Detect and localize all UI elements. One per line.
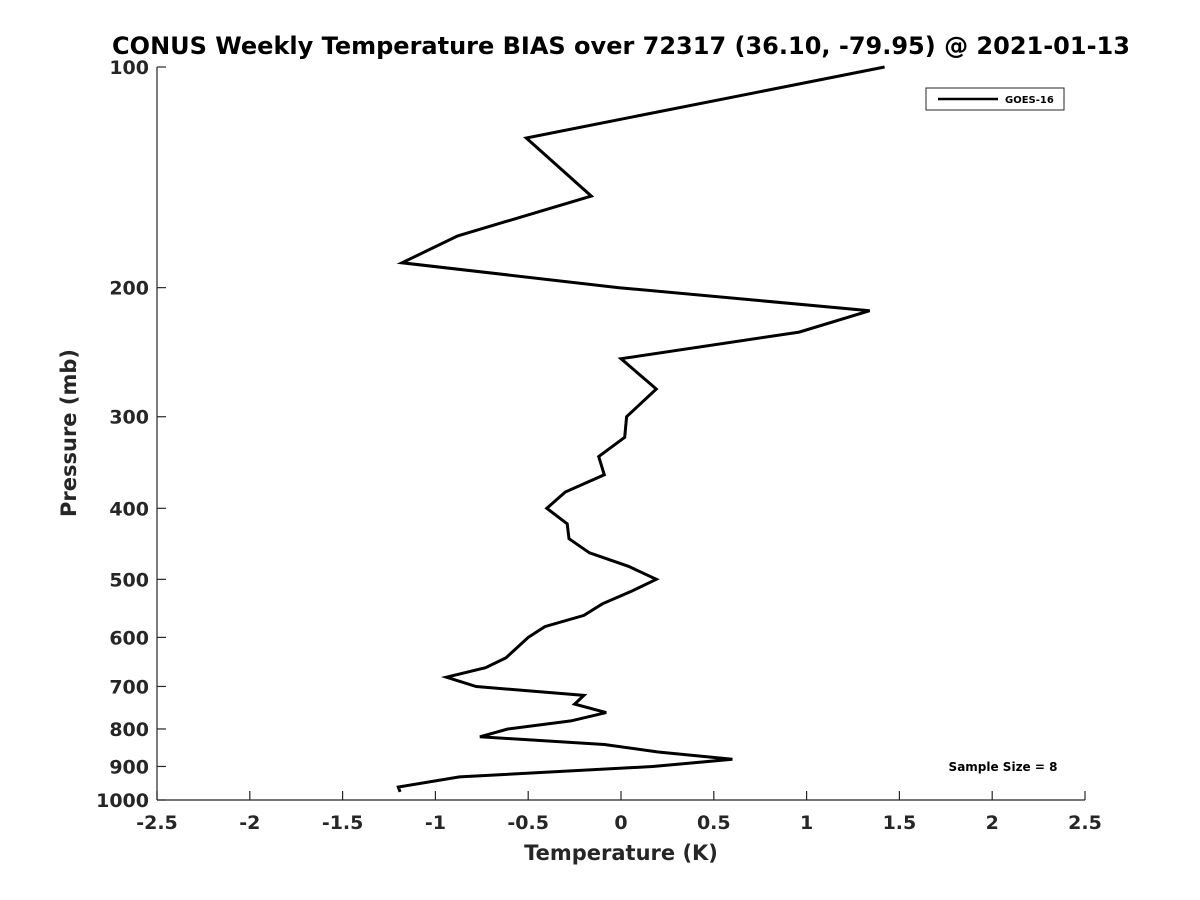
x-axis-label: Temperature (K): [524, 841, 718, 865]
x-ticks: -2.5 -2 -1.5 -1 -0.5 0 0.5 1 1.5 2 2.5: [136, 791, 1102, 834]
x-tick-label: -2: [239, 812, 260, 834]
y-tick-label: 1000: [96, 790, 149, 812]
y-tick-label: 700: [109, 676, 149, 698]
y-tick-label: 100: [109, 57, 149, 79]
x-tick-label: -2.5: [136, 812, 178, 834]
y-tick-label: 400: [109, 498, 149, 520]
y-ticks: 100 200 300 400 500 600 700 800 900 1000: [96, 57, 166, 812]
series-layer: [396, 65, 885, 793]
sample-size-annotation: Sample Size = 8: [949, 760, 1058, 774]
x-tick-label: 0: [614, 812, 627, 834]
axes: [156, 67, 1085, 801]
x-tick-label: 1: [800, 812, 813, 834]
y-tick-label: 200: [109, 278, 149, 300]
x-tick-label: 2.5: [1068, 812, 1102, 834]
legend-entry-goes-16: GOES-16: [1005, 95, 1054, 106]
chart-title: CONUS Weekly Temperature BIAS over 72317…: [112, 32, 1130, 60]
x-tick-label: 2: [986, 812, 999, 834]
y-tick-label: 600: [109, 627, 149, 649]
y-tick-label: 900: [109, 756, 149, 778]
y-tick-label: 800: [109, 719, 149, 741]
y-tick-label: 300: [109, 407, 149, 429]
y-axis-label: Pressure (mb): [57, 349, 81, 517]
x-tick-label: 1.5: [883, 812, 917, 834]
x-tick-label: -0.5: [507, 812, 549, 834]
y-tick-label: 500: [109, 569, 149, 591]
x-tick-label: 0.5: [697, 812, 731, 834]
x-tick-label: -1.5: [322, 812, 364, 834]
legend: GOES-16: [925, 87, 1065, 111]
series-line-goes-16: [396, 65, 885, 793]
x-tick-label: -1: [425, 812, 446, 834]
